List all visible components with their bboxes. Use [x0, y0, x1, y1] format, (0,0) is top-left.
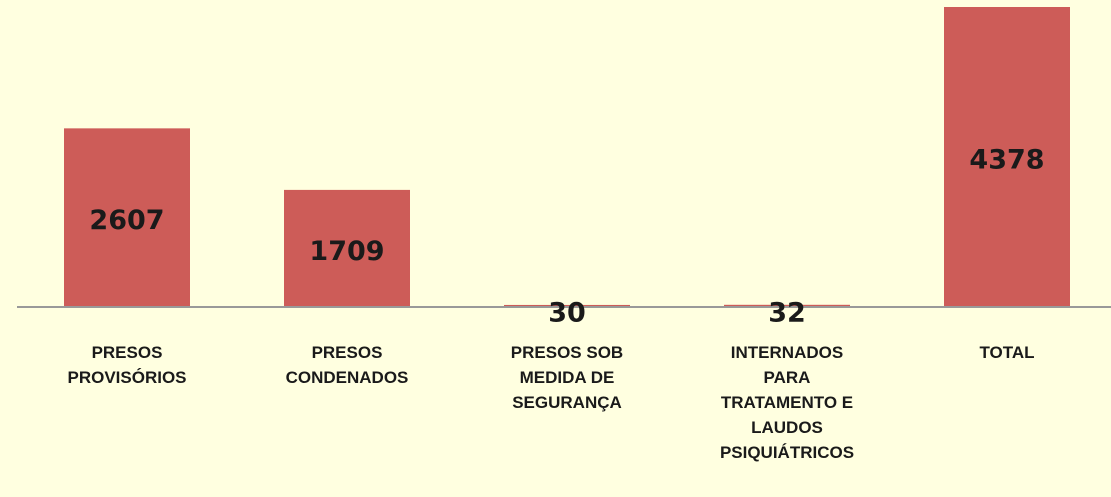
bar — [284, 189, 410, 307]
value-label: 1709 — [309, 236, 384, 267]
bar — [504, 304, 630, 307]
x-tick-label: PRESOS PROVISÓRIOS — [67, 343, 187, 387]
bar — [64, 128, 190, 307]
bar — [944, 7, 1070, 307]
x-tick-label: TOTAL — [979, 343, 1035, 362]
x-tick-label: INTERNADOS PARA TRATAMENTO E LAUDOS PSIQ… — [719, 343, 855, 462]
value-label: 32 — [768, 298, 806, 329]
x-tick-label: PRESOS CONDENADOS — [285, 343, 409, 387]
x-tick-label: PRESOS SOB MEDIDA DE SEGURANÇA — [510, 343, 624, 412]
value-label: 30 — [548, 298, 586, 329]
bar — [724, 304, 850, 307]
value-label: 2607 — [89, 205, 164, 236]
value-label: 4378 — [969, 145, 1044, 176]
